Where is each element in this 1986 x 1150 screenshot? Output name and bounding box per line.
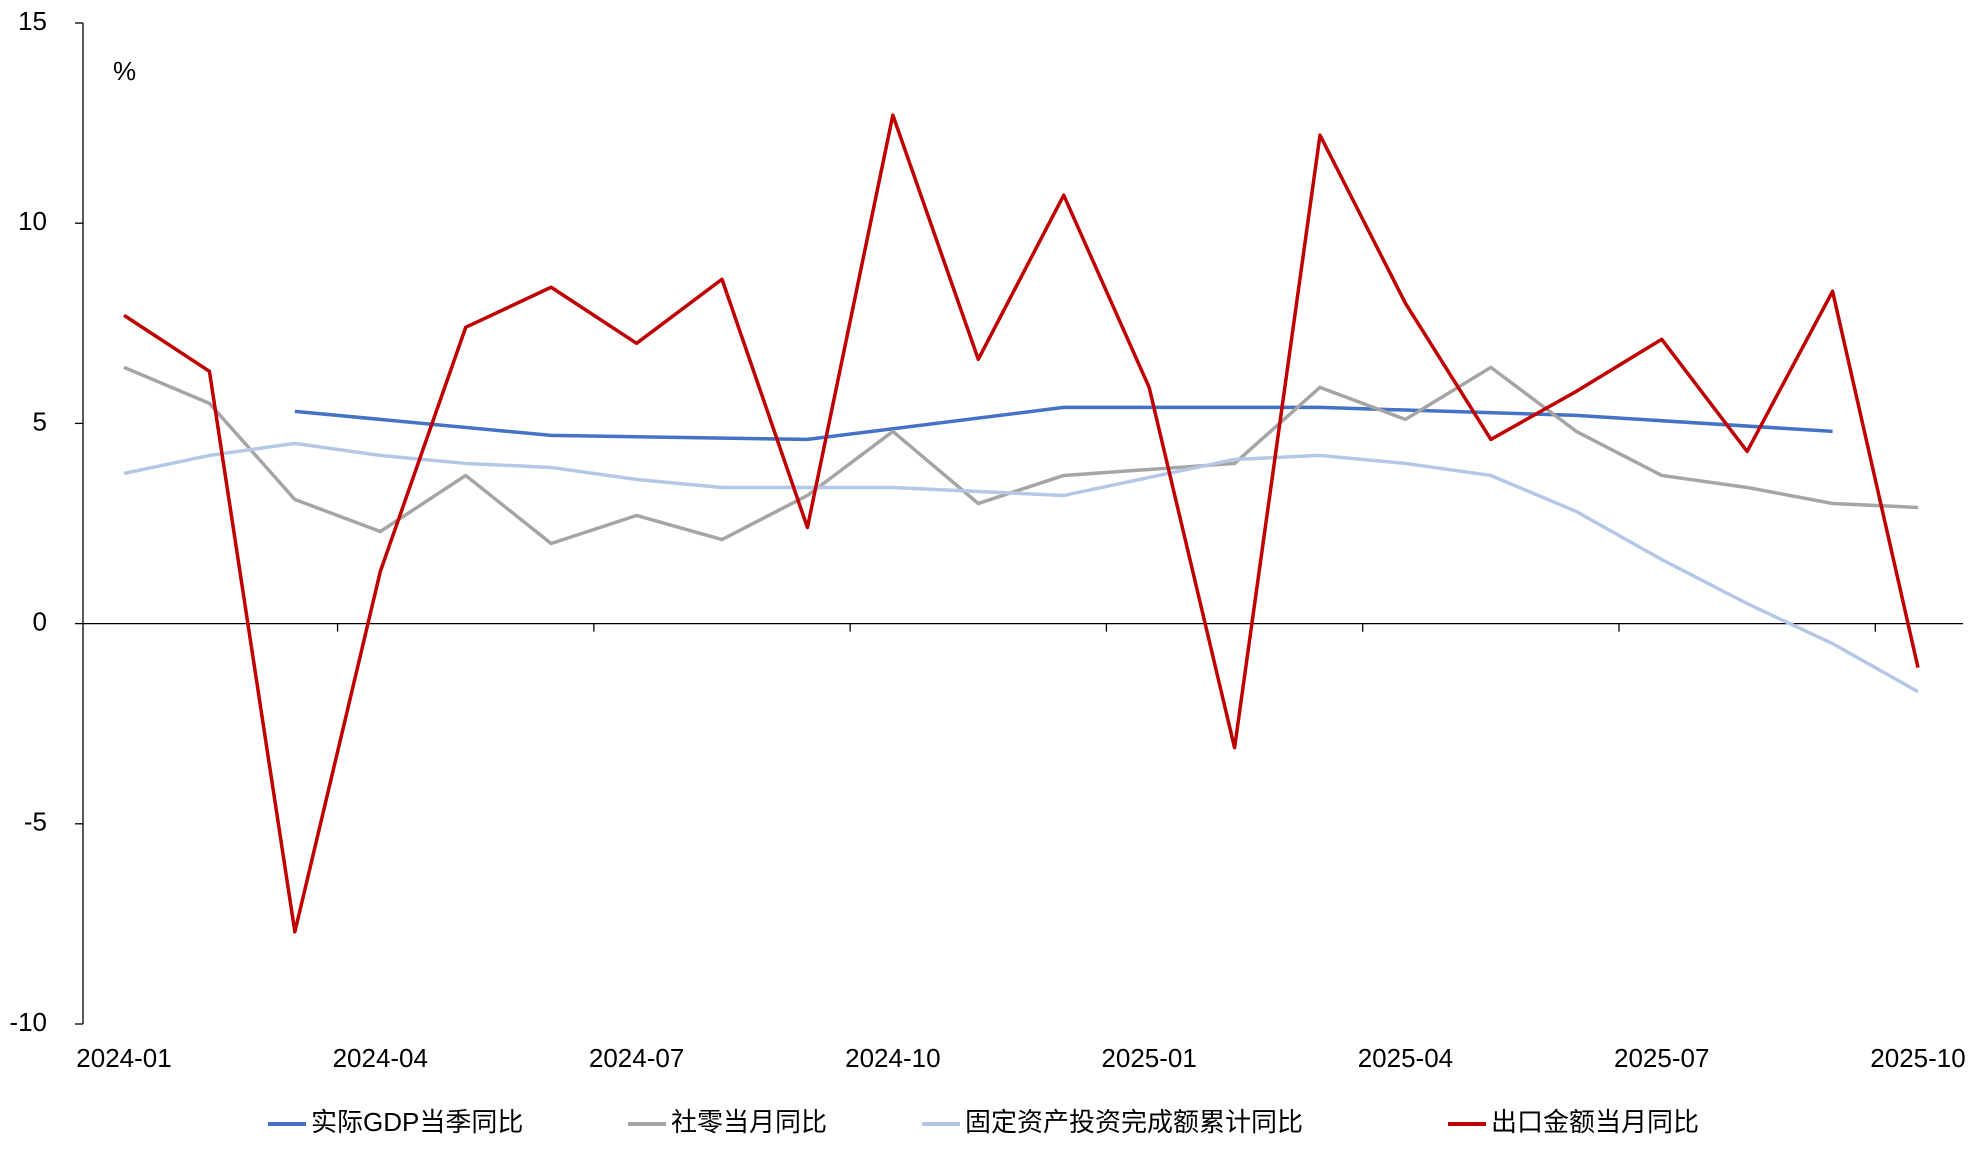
series-line xyxy=(294,405,1833,442)
x-tick-label: 2024-04 xyxy=(333,1043,428,1073)
legend-label: 出口金额当月同比 xyxy=(1491,1107,1699,1137)
y-unit-label: % xyxy=(113,56,136,86)
x-tick-label: 2025-10 xyxy=(1870,1043,1965,1073)
y-tick-label: 5 xyxy=(33,406,47,436)
series-line xyxy=(123,365,1919,546)
y-tick-label: 10 xyxy=(18,206,47,236)
x-tick-label: 2024-10 xyxy=(845,1043,940,1073)
legend-label: 固定资产投资完成额累计同比 xyxy=(965,1107,1303,1137)
y-tick-label: -10 xyxy=(9,1007,47,1037)
legend-label: 实际GDP当季同比 xyxy=(311,1107,523,1137)
x-tick-label: 2024-07 xyxy=(589,1043,684,1073)
series-line xyxy=(123,113,1920,934)
y-tick-label: 0 xyxy=(33,606,47,636)
legend-label: 社零当月同比 xyxy=(671,1107,827,1137)
y-tick-label: 15 xyxy=(18,6,47,36)
x-tick-label: 2025-01 xyxy=(1101,1043,1196,1073)
series-line xyxy=(123,441,1919,694)
y-tick-label: -5 xyxy=(24,807,47,837)
x-tick-label: 2024-01 xyxy=(76,1043,171,1073)
x-tick-label: 2025-04 xyxy=(1358,1043,1453,1073)
x-tick-label: 2025-07 xyxy=(1614,1043,1709,1073)
